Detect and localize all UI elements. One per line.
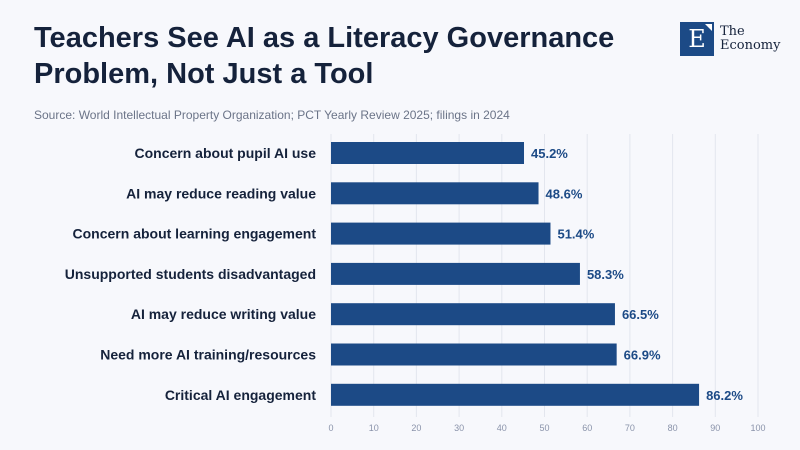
bar bbox=[331, 343, 617, 366]
x-tick-label: 50 bbox=[539, 423, 549, 433]
chart-source: Source: World Intellectual Property Orga… bbox=[34, 108, 510, 122]
logo-text: The Economy bbox=[720, 25, 780, 53]
value-label: 51.4% bbox=[557, 227, 594, 242]
category-label: Need more AI training/resources bbox=[100, 347, 316, 363]
category-label: Concern about pupil AI use bbox=[135, 145, 317, 161]
value-label: 58.3% bbox=[587, 267, 624, 282]
category-label: Concern about learning engagement bbox=[73, 226, 317, 242]
chart-title: Teachers See AI as a Literacy Governance… bbox=[34, 22, 615, 90]
value-label: 66.9% bbox=[624, 348, 661, 363]
x-tick-label: 40 bbox=[497, 423, 507, 433]
bar bbox=[331, 383, 700, 406]
category-label: AI may reduce writing value bbox=[131, 306, 316, 322]
x-tick-label: 60 bbox=[582, 423, 592, 433]
x-tick-label: 30 bbox=[454, 423, 464, 433]
x-tick-label: 90 bbox=[710, 423, 720, 433]
logo-mark: E bbox=[680, 22, 714, 56]
brand-logo: E The Economy bbox=[680, 22, 780, 56]
x-tick-label: 70 bbox=[625, 423, 635, 433]
x-tick-label: 80 bbox=[668, 423, 678, 433]
bar bbox=[331, 303, 615, 326]
category-label: Critical AI engagement bbox=[165, 387, 317, 403]
bar bbox=[331, 142, 525, 164]
value-label: 45.2% bbox=[531, 146, 568, 161]
value-label: 86.2% bbox=[706, 388, 743, 403]
value-label: 66.5% bbox=[622, 307, 659, 322]
value-label: 48.6% bbox=[546, 186, 583, 201]
x-tick-label: 0 bbox=[328, 423, 333, 433]
x-tick-label: 10 bbox=[369, 423, 379, 433]
x-tick-label: 100 bbox=[750, 423, 765, 433]
bar bbox=[331, 262, 580, 285]
bar bbox=[331, 182, 539, 205]
x-tick-label: 20 bbox=[411, 423, 421, 433]
category-label: AI may reduce reading value bbox=[126, 185, 316, 201]
logo-line-2: Economy bbox=[720, 38, 781, 53]
bar bbox=[331, 222, 551, 245]
category-label: Unsupported students disadvantaged bbox=[65, 266, 316, 282]
logo-line-1: The bbox=[720, 24, 745, 39]
